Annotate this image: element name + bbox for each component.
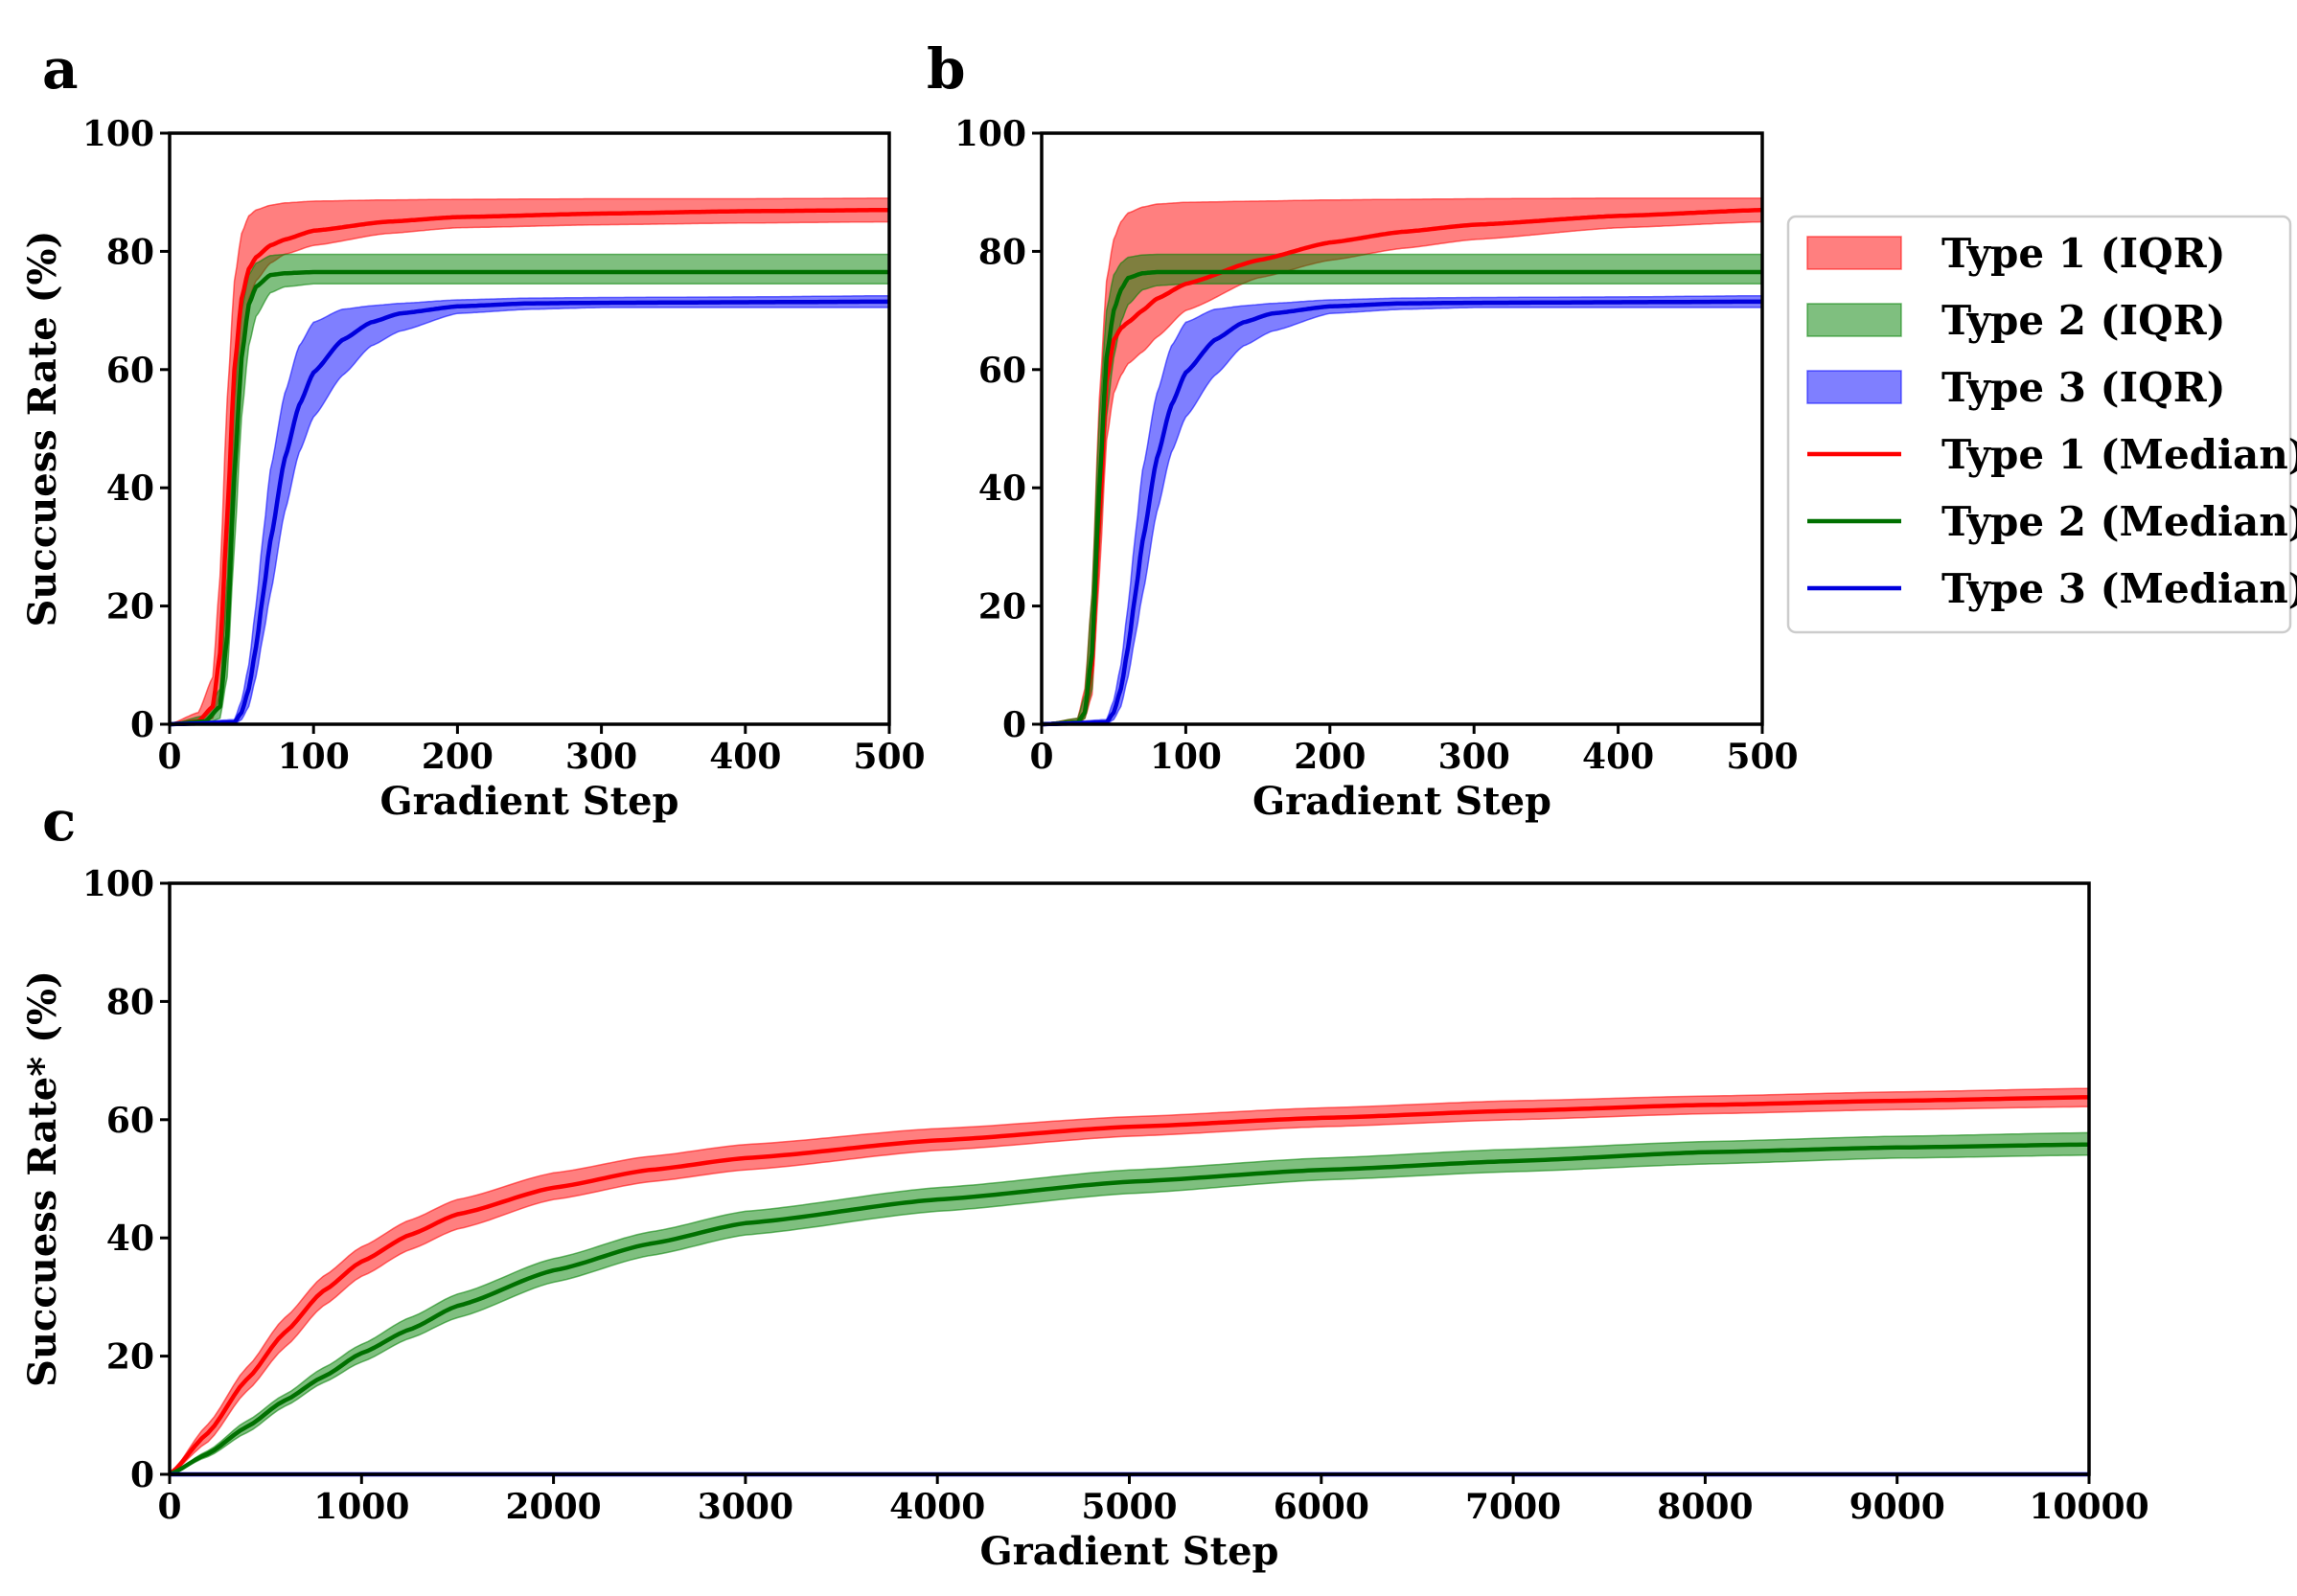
y-tick-label: 60 bbox=[106, 351, 154, 391]
median-line-type-1 bbox=[168, 1095, 2089, 1476]
legend-swatch bbox=[1806, 370, 1902, 404]
x-tick-label: 5000 bbox=[1081, 1487, 1177, 1527]
x-tick-label: 300 bbox=[1438, 737, 1510, 777]
x-tick-label: 6000 bbox=[1274, 1487, 1369, 1527]
median-line-type-3 bbox=[1042, 299, 1763, 727]
y-tick-label: 60 bbox=[978, 351, 1026, 391]
x-tick-label: 200 bbox=[1294, 737, 1366, 777]
legend-swatch bbox=[1806, 236, 1902, 270]
y-tick-label: 0 bbox=[130, 1455, 154, 1495]
panel-a: 0 20 40 60 80 100 0 100 200 300 400 500 Gradient Ste… bbox=[20, 36, 926, 824]
iqr-band-type-2 bbox=[169, 1131, 2090, 1475]
x-tick-label: 0 bbox=[157, 737, 181, 777]
legend-entry-label: Type 2 (IQR) bbox=[1941, 297, 2225, 344]
median-line-type-1 bbox=[169, 207, 889, 727]
x-tick-label: 8000 bbox=[1657, 1487, 1753, 1527]
panel-label: a bbox=[42, 36, 79, 102]
median-line-type-1 bbox=[1041, 207, 1763, 727]
x-tick-label: 100 bbox=[278, 737, 350, 777]
y-tick-label: 80 bbox=[106, 982, 154, 1022]
x-tick-label: 500 bbox=[853, 737, 925, 777]
median-line-type-2 bbox=[169, 269, 889, 727]
y-tick-label: 80 bbox=[106, 232, 154, 272]
y-axis-label: Succuess Rate* (%) bbox=[20, 970, 65, 1387]
x-tick-label: 2000 bbox=[505, 1487, 601, 1527]
x-axis-label: Gradient Step bbox=[979, 1529, 1278, 1574]
x-tick-label: 9000 bbox=[1849, 1487, 1945, 1527]
x-tick-label: 200 bbox=[422, 737, 494, 777]
x-axis-label: Gradient Step bbox=[379, 779, 678, 824]
x-tick-label: 100 bbox=[1150, 737, 1222, 777]
y-tick-label: 60 bbox=[106, 1101, 154, 1141]
y-tick-label: 40 bbox=[106, 468, 154, 509]
legend: Type 1 (IQR) Type 2 (IQR) Type 3 (IQR) Type… bbox=[1786, 215, 2297, 634]
axes-frame bbox=[168, 131, 891, 726]
y-tick-label: 20 bbox=[106, 587, 154, 627]
panel-label: c bbox=[42, 788, 76, 854]
y-tick-label: 40 bbox=[978, 468, 1026, 509]
x-axis-label: Gradient Step bbox=[1252, 779, 1551, 824]
legend-entry-label: Type 3 (IQR) bbox=[1941, 364, 2225, 411]
y-tick-label: 0 bbox=[1002, 705, 1026, 745]
x-tick-label: 3000 bbox=[698, 1487, 793, 1527]
y-tick-label: 100 bbox=[954, 114, 1026, 154]
legend-swatch bbox=[1806, 303, 1902, 337]
x-tick-label: 4000 bbox=[889, 1487, 985, 1527]
x-tick-label: 300 bbox=[565, 737, 637, 777]
x-tick-label: 1000 bbox=[313, 1487, 409, 1527]
panel-label: b bbox=[927, 36, 966, 102]
y-tick-label: 40 bbox=[106, 1219, 154, 1259]
axes-frame bbox=[1040, 131, 1764, 726]
median-line-type-2 bbox=[169, 1142, 2090, 1477]
x-tick-label: 0 bbox=[157, 1487, 181, 1527]
legend-entry-label: Type 2 (Median) bbox=[1941, 498, 2297, 545]
legend-entry-label: Type 3 (Median) bbox=[1941, 565, 2297, 612]
x-tick-label: 500 bbox=[1726, 737, 1798, 777]
x-tick-label: 400 bbox=[1582, 737, 1654, 777]
y-tick-label: 0 bbox=[130, 705, 154, 745]
y-axis-label: Succuess Rate (%) bbox=[20, 231, 65, 627]
x-tick-label: 400 bbox=[709, 737, 781, 777]
x-tick-label: 0 bbox=[1029, 737, 1053, 777]
median-line-type-3 bbox=[170, 299, 890, 727]
panel-b: 0 20 40 60 80 100 0 100 200 300 400 500 Gradient Ste… bbox=[927, 36, 1799, 824]
y-tick-label: 20 bbox=[978, 587, 1026, 627]
y-tick-label: 80 bbox=[978, 232, 1026, 272]
legend-entry-label: Type 1 (IQR) bbox=[1941, 230, 2225, 277]
x-tick-label: 10000 bbox=[2029, 1487, 2148, 1527]
x-tick-label: 7000 bbox=[1465, 1487, 1561, 1527]
y-tick-label: 100 bbox=[82, 114, 154, 154]
legend-entry-label: Type 1 (Median) bbox=[1941, 431, 2297, 478]
median-line-type-2 bbox=[1041, 269, 1762, 727]
y-tick-label: 100 bbox=[82, 864, 154, 904]
legend-box bbox=[1786, 215, 2292, 634]
y-tick-label: 20 bbox=[106, 1337, 154, 1378]
